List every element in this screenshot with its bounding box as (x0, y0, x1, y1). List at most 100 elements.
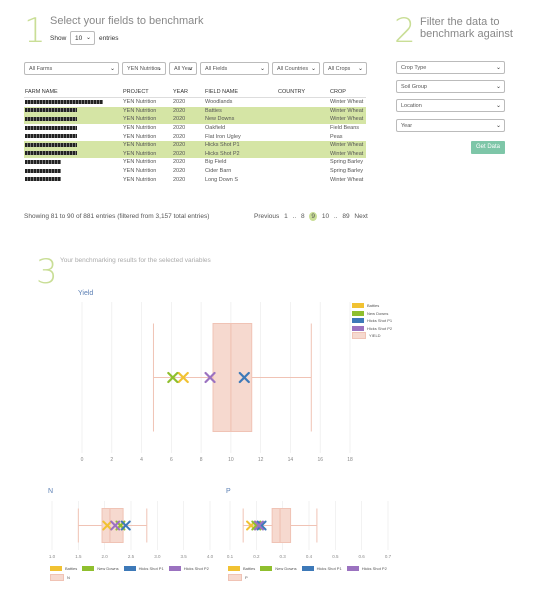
table-row[interactable]: YEN Nutrition 2020 Big Field Spring Barley (24, 158, 366, 167)
year-cell: 2020 (173, 125, 186, 132)
pagination-page-89[interactable]: 89 (342, 213, 350, 220)
pagination-page-9-current[interactable]: 9 (309, 212, 318, 221)
country-cell (277, 140, 329, 150)
filter-crop-value: All Crops (328, 66, 351, 72)
legend-item[interactable]: New Downs (352, 310, 392, 318)
table-header-row: FARM NAME PROJECT YEAR FIELD NAME COUNTR… (24, 87, 366, 98)
table-row[interactable]: YEN Nutrition 2020 Flat Iron Ugley Peas (24, 132, 366, 141)
country-cell (277, 167, 329, 176)
x-tick-label: 0 (81, 457, 84, 463)
yield-chart: 0 2 4 6 8 10 12 14 16 18 (81, 302, 353, 463)
table-row[interactable]: YEN Nutrition 2020 Hicks Shot P1 Winter Whe… (24, 140, 366, 150)
col-country[interactable]: COUNTRY (277, 87, 329, 98)
field-name-cell: Flat Iron Ugley (205, 133, 241, 140)
farm-name-cell (24, 115, 122, 124)
col-year[interactable]: YEAR (172, 87, 204, 98)
legend-label: New Downs (97, 566, 119, 572)
legend-item[interactable]: Hicks Shot P2 (168, 565, 209, 573)
crop-cell: Winter Wheat (330, 99, 364, 106)
table-row[interactable]: YEN Nutrition 2020 Hicks Shot P2 Winter Whe… (24, 149, 366, 159)
x-tick-label: 12 (258, 457, 264, 463)
yield-legend: Batties New Downs Hicks Shot P1 Hicks Shot … (352, 302, 392, 340)
x-tick-label: 2.0 (102, 554, 109, 559)
table-row[interactable]: YEN Nutrition 2020 Batties Winter Wheat (24, 106, 366, 116)
year-cell: 2020 (173, 159, 186, 166)
pagination-previous[interactable]: Previous (254, 213, 280, 220)
legend-label: Batties (243, 566, 256, 572)
legend-item[interactable]: Hicks Shot P2 (346, 565, 387, 573)
chevron-down-icon: ⌄ (495, 65, 501, 71)
redacted-name (25, 160, 61, 164)
legend-label: Hicks Shot P2 (183, 566, 209, 572)
chevron-down-icon: ⌄ (156, 66, 162, 72)
table-row[interactable]: YEN Nutrition 2020 New Downs Winter Wheat (24, 115, 366, 124)
fields-table: FARM NAME PROJECT YEAR FIELD NAME COUNTR… (24, 87, 366, 184)
filter-field-select[interactable]: All Fields ⌄ (200, 62, 269, 75)
step-1-number: 1 (24, 11, 46, 51)
legend-item[interactable]: P (228, 573, 248, 581)
chevron-down-icon: ⌄ (357, 66, 363, 72)
legend-item[interactable]: Batties (228, 565, 255, 573)
get-data-button[interactable]: Get Data (471, 141, 505, 154)
filter-country-select[interactable]: All Countries ⌄ (272, 62, 320, 75)
legend-item[interactable]: YIELD (352, 332, 392, 340)
redacted-name (25, 168, 61, 173)
chevron-down-icon: ⌄ (495, 123, 501, 129)
col-project[interactable]: PROJECT (122, 87, 172, 98)
legend-label: New Downs (275, 566, 297, 572)
filter-field-value: All Fields (205, 66, 228, 72)
x-tick-label: 1.0 (49, 554, 56, 559)
legend-item[interactable]: Hicks Shot P1 (123, 565, 164, 573)
col-field-name[interactable]: FIELD NAME (204, 87, 277, 98)
x-marker-icon (256, 520, 267, 531)
pagination-page-8[interactable]: 8 (300, 213, 305, 220)
soil-group-select[interactable]: Soil Group ⌄ (396, 80, 505, 93)
chevron-down-icon: ⌄ (85, 35, 91, 41)
box-iqr (101, 508, 124, 543)
filter-year-select[interactable]: All Year ⌄ (169, 62, 197, 75)
entries-select[interactable]: 10 ⌄ (70, 31, 95, 45)
chevron-down-icon: ⌄ (495, 84, 501, 90)
redacted-name (25, 117, 77, 122)
legend-item[interactable]: Hicks Shot P1 (352, 317, 392, 325)
legend-swatch (82, 566, 95, 572)
entries-label: entries (99, 35, 119, 42)
pagination-next[interactable]: Next (354, 213, 368, 220)
x-tick-label: 0.7 (385, 554, 392, 559)
project-cell: YEN Nutrition (123, 125, 157, 132)
filter-crop-select[interactable]: All Crops ⌄ (323, 62, 367, 75)
farm-name-cell (24, 175, 122, 184)
year-select[interactable]: Year ⌄ (396, 119, 505, 132)
project-cell: YEN Nutrition (122, 106, 172, 116)
soil-group-value: Soil Group (401, 84, 427, 90)
legend-item[interactable]: N (50, 573, 70, 581)
legend-item[interactable]: New Downs (260, 565, 297, 573)
table-row[interactable]: YEN Nutrition 2020 Oakfield Field Beans (24, 124, 366, 133)
pagination-page-10[interactable]: 10 (321, 213, 330, 220)
legend-item[interactable]: Hicks Shot P1 (301, 565, 342, 573)
legend-item[interactable]: Batties (352, 302, 392, 310)
x-marker-icon (238, 371, 250, 384)
legend-label: P (245, 574, 248, 580)
col-crop[interactable]: CROP (329, 87, 366, 98)
field-name-cell: Hicks Shot P1 (204, 140, 277, 150)
legend-item[interactable]: Hicks Shot P2 (352, 325, 392, 333)
filter-project-select[interactable]: YEN Nutrition ⌄ (122, 62, 166, 75)
legend-swatch (346, 566, 359, 572)
pagination-page-1[interactable]: 1 (284, 213, 288, 220)
legend-item[interactable]: Batties (50, 565, 77, 573)
col-farm-name[interactable]: FARM NAME (24, 87, 122, 98)
legend-label: YIELD (369, 333, 381, 339)
crop-type-select[interactable]: Crop Type ⌄ (396, 61, 505, 74)
table-row[interactable]: YEN Nutrition 2020 Long Down S Winter Wheat (24, 175, 366, 184)
legend-label: Batties (367, 303, 380, 309)
field-name-cell: Big Field (205, 159, 227, 166)
x-tick-label: 2 (110, 457, 113, 463)
legend-item[interactable]: New Downs (82, 565, 119, 573)
location-select[interactable]: Location ⌄ (396, 99, 505, 112)
country-cell (277, 149, 329, 159)
filter-farm-select[interactable]: All Farms ⌄ (24, 62, 119, 75)
table-row[interactable]: YEN Nutrition 2020 Woodlands Winter Wheat (24, 98, 366, 107)
year-value: Year (401, 123, 413, 129)
table-row[interactable]: YEN Nutrition 2020 Cider Barn Spring Barley (24, 167, 366, 176)
